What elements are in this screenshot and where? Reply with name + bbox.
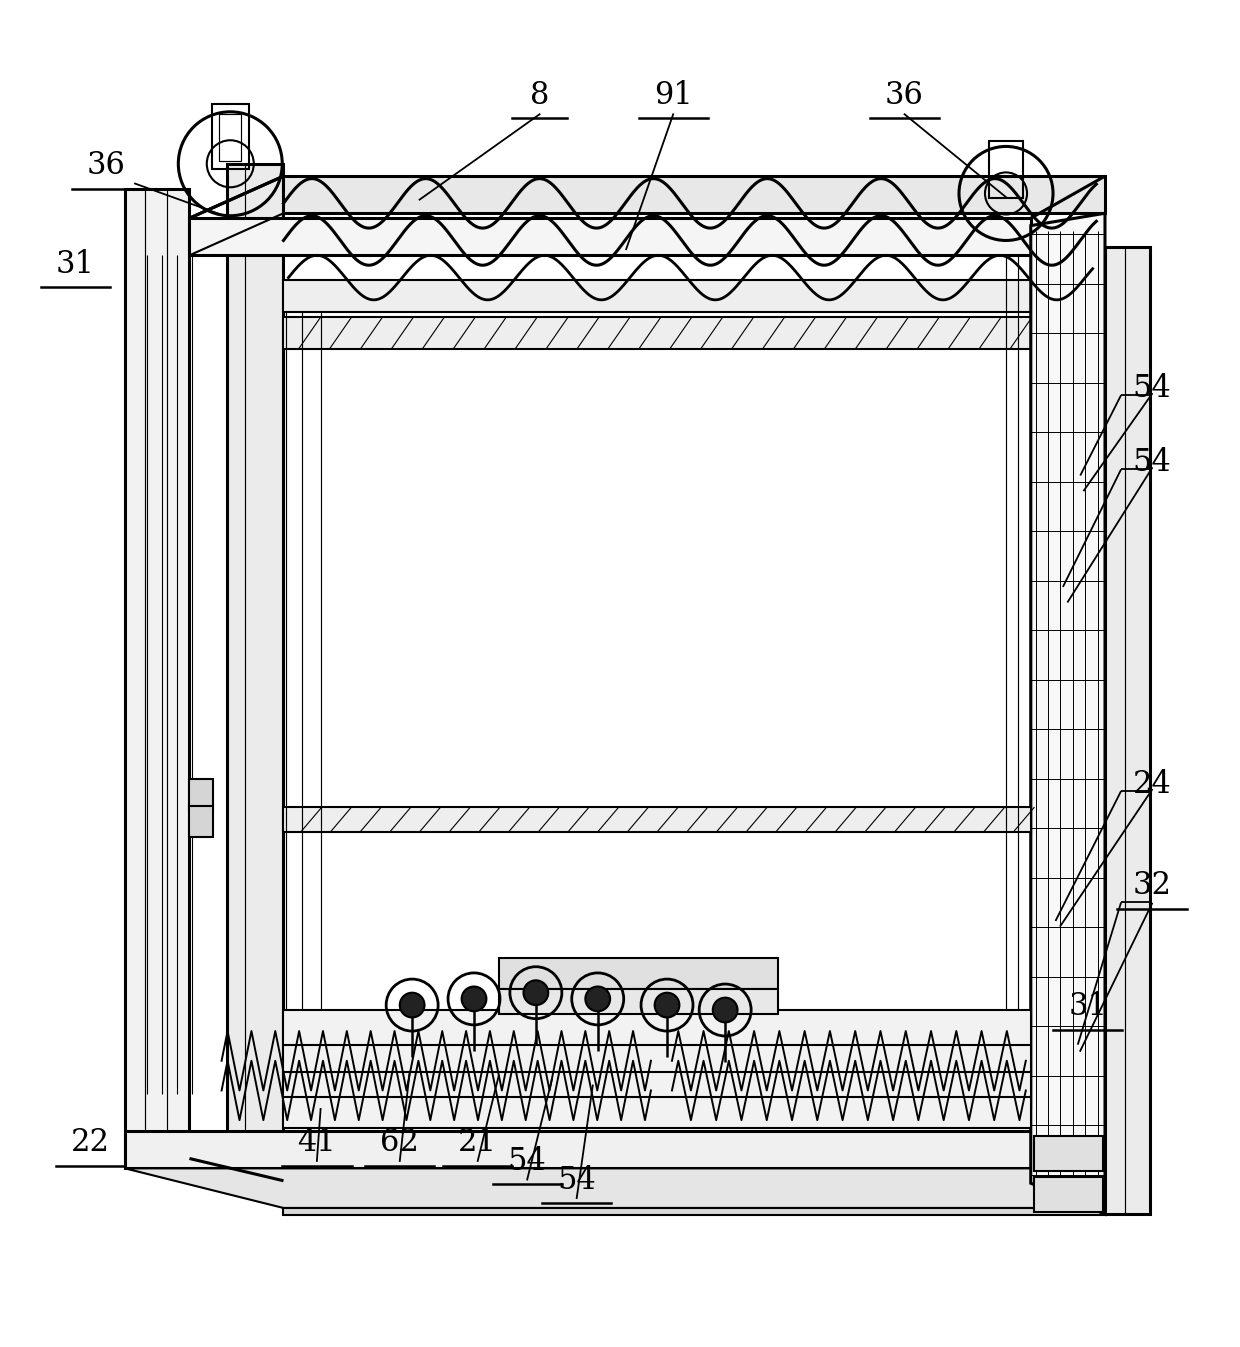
Bar bbox=[190, 806, 213, 836]
Circle shape bbox=[399, 993, 424, 1017]
Polygon shape bbox=[1030, 226, 1092, 1193]
Polygon shape bbox=[227, 164, 284, 1181]
Text: 62: 62 bbox=[381, 1127, 419, 1158]
Polygon shape bbox=[125, 1168, 1105, 1208]
Circle shape bbox=[655, 993, 680, 1017]
Text: 91: 91 bbox=[653, 79, 693, 110]
Polygon shape bbox=[1030, 213, 1105, 1214]
Text: 31: 31 bbox=[1068, 991, 1107, 1022]
Polygon shape bbox=[498, 958, 779, 989]
Text: 8: 8 bbox=[529, 79, 549, 110]
Bar bbox=[219, 114, 242, 162]
Text: 41: 41 bbox=[298, 1127, 336, 1158]
Text: 31: 31 bbox=[56, 249, 95, 280]
Polygon shape bbox=[284, 317, 1030, 349]
Circle shape bbox=[461, 986, 486, 1012]
Bar bbox=[988, 141, 1023, 198]
Text: 54: 54 bbox=[508, 1146, 547, 1177]
Polygon shape bbox=[1105, 247, 1149, 1214]
Circle shape bbox=[523, 981, 548, 1005]
Circle shape bbox=[585, 986, 610, 1012]
Text: 21: 21 bbox=[459, 1127, 497, 1158]
Polygon shape bbox=[284, 176, 1105, 213]
Text: 36: 36 bbox=[87, 150, 126, 180]
Polygon shape bbox=[125, 189, 190, 1158]
Polygon shape bbox=[190, 218, 1030, 256]
Polygon shape bbox=[284, 807, 1030, 832]
Bar bbox=[1034, 1177, 1102, 1212]
Polygon shape bbox=[284, 1010, 1030, 1127]
Text: 32: 32 bbox=[1132, 870, 1172, 901]
Polygon shape bbox=[125, 1131, 1030, 1168]
Circle shape bbox=[713, 998, 738, 1022]
Text: 36: 36 bbox=[885, 79, 924, 110]
Polygon shape bbox=[284, 280, 1030, 313]
Text: 54: 54 bbox=[557, 1165, 596, 1196]
Bar bbox=[212, 104, 249, 168]
Bar bbox=[190, 779, 213, 810]
Polygon shape bbox=[284, 1208, 1105, 1215]
Text: 22: 22 bbox=[71, 1127, 110, 1158]
Text: 24: 24 bbox=[1132, 769, 1172, 800]
Text: 54: 54 bbox=[1132, 373, 1172, 404]
Polygon shape bbox=[498, 989, 779, 1014]
Text: 54: 54 bbox=[1132, 447, 1172, 478]
Bar bbox=[1034, 1137, 1102, 1171]
